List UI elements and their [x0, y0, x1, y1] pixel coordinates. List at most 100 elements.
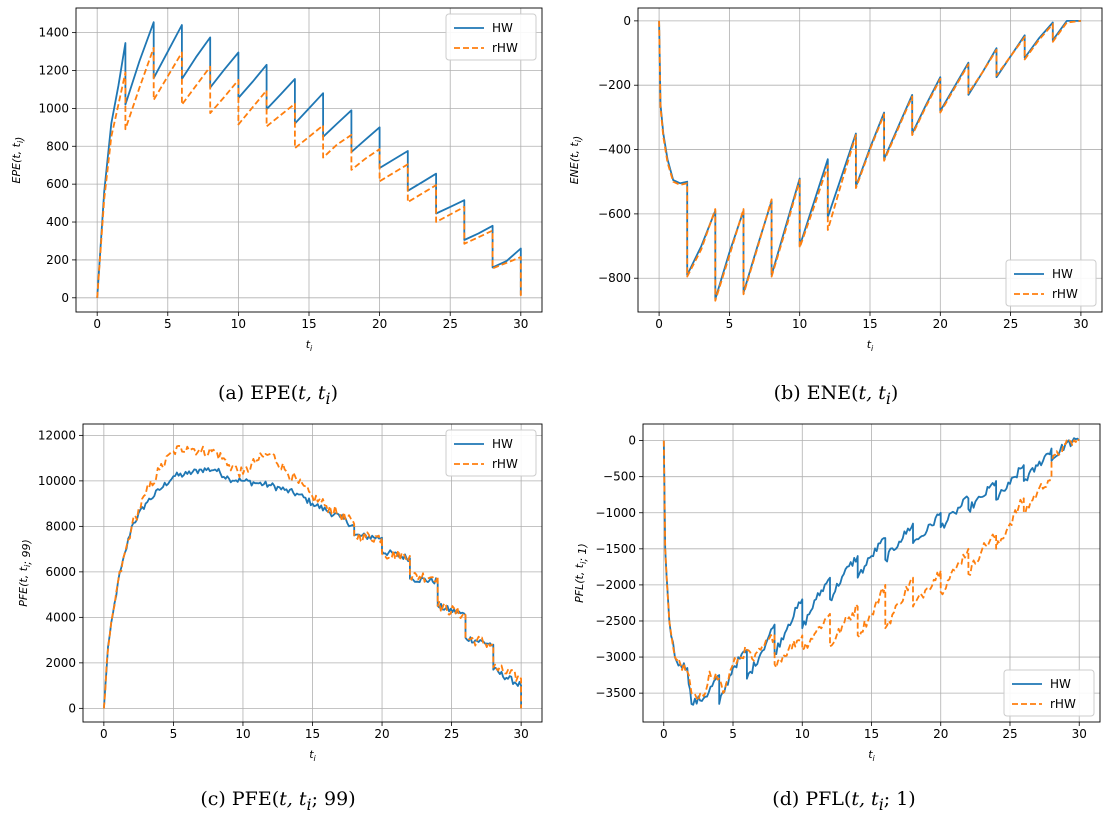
- caption-c: (c) PFE(t, ti; 99): [200, 788, 356, 814]
- y-tick-label: 1400: [38, 26, 69, 40]
- x-tick-label: 30: [513, 317, 528, 331]
- series-line-rhw: [103, 444, 522, 709]
- x-tick-label: 20: [933, 727, 948, 741]
- legend-box: [1003, 669, 1095, 717]
- legend-label-hw: HW: [1052, 267, 1073, 281]
- y-axis-label-part: PFE(t, t: [17, 566, 30, 607]
- legend-label-rhw: rHW: [492, 41, 518, 55]
- y-tick-label: 0: [61, 291, 69, 305]
- x-tick-label: 25: [443, 317, 458, 331]
- y-tick-label: −400: [598, 143, 631, 157]
- y-axis-label-subscript: i: [579, 561, 588, 564]
- y-tick-label: 0: [68, 701, 76, 715]
- y-tick-label: 0: [628, 434, 636, 448]
- y-axis-label-part: ; 99): [20, 539, 33, 565]
- x-tick-label: 0: [660, 727, 668, 741]
- caption-d: (d) PFL(t, ti; 1): [772, 788, 916, 814]
- y-axis-label-part: PFL(t, t: [573, 563, 586, 603]
- y-axis-label-part: ; 1): [576, 543, 589, 562]
- y-axis-label: PFL(t, ti; 1): [573, 543, 589, 603]
- y-axis-label-subscript: i: [23, 564, 32, 567]
- y-axis-label-part: EPE(t, t: [10, 142, 23, 183]
- x-axis-label-subscript: i: [310, 344, 313, 353]
- x-tick-label: 20: [933, 317, 948, 331]
- x-tick-label: 10: [792, 317, 807, 331]
- x-axis-label: ti: [309, 748, 316, 763]
- y-axis-label-part: ): [571, 136, 584, 141]
- y-tick-label: 2000: [45, 656, 76, 670]
- x-tick-label: 30: [1072, 727, 1087, 741]
- x-tick-label: 0: [655, 317, 663, 331]
- y-tick-label: 200: [46, 253, 69, 267]
- legend: HW rHW: [445, 429, 537, 477]
- caption-b: (b) ENE(t, ti): [773, 382, 899, 408]
- y-tick-label: 6000: [45, 565, 76, 579]
- y-tick-label: 1200: [38, 64, 69, 78]
- x-axis-label-part: t: [867, 338, 872, 351]
- y-tick-label: −2000: [595, 578, 636, 592]
- x-tick-label: 25: [1003, 317, 1018, 331]
- y-axis-label: EPE(t, ti): [10, 137, 26, 184]
- legend-label-hw: HW: [492, 437, 513, 451]
- axes-frame: [82, 423, 543, 723]
- x-axis-label-subscript: i: [314, 754, 317, 763]
- y-tick-label: −800: [598, 271, 631, 285]
- y-tick-label: 800: [46, 139, 69, 153]
- y-tick-label: 0: [623, 14, 631, 28]
- legend-label-rhw: rHW: [1050, 697, 1076, 711]
- legend: HW rHW: [1005, 259, 1097, 307]
- x-tick-label: 10: [231, 317, 246, 331]
- legend: HW rHW: [1003, 669, 1095, 717]
- y-axis-label: PFE(t, ti; 99): [17, 539, 33, 607]
- axes-frame: [75, 7, 543, 313]
- legend-box: [1005, 259, 1097, 307]
- legend-label-rhw: rHW: [492, 457, 518, 471]
- x-axis-label-part: t: [306, 338, 311, 351]
- y-tick-label: −500: [603, 470, 636, 484]
- series-line-rhw: [662, 437, 1080, 702]
- y-tick-label: 4000: [45, 610, 76, 624]
- x-tick-label: 15: [862, 317, 877, 331]
- y-axis-label-subscript: i: [16, 140, 25, 143]
- y-tick-label: −3500: [595, 686, 636, 700]
- y-tick-label: −200: [598, 78, 631, 92]
- x-tick-label: 25: [444, 727, 459, 741]
- x-axis-label: ti: [868, 748, 875, 763]
- series-line-hw: [658, 19, 1081, 301]
- legend-box: [445, 13, 537, 61]
- y-tick-label: −1500: [595, 542, 636, 556]
- caption-a: (a) EPE(t, ti): [218, 382, 338, 408]
- y-tick-label: 400: [46, 215, 69, 229]
- x-tick-label: 5: [729, 727, 737, 741]
- y-tick-label: 1000: [38, 101, 69, 115]
- chart-panel-0: 0 5 10 15 20 25 300200400600800100012001400tiE…: [10, 7, 543, 353]
- x-tick-label: 25: [1002, 727, 1017, 741]
- x-axis-label-subscript: i: [873, 754, 876, 763]
- x-tick-label: 15: [864, 727, 879, 741]
- x-tick-label: 5: [726, 317, 734, 331]
- x-tick-label: 10: [795, 727, 810, 741]
- x-tick-label: 30: [1073, 317, 1088, 331]
- axes-frame: [637, 7, 1103, 313]
- x-tick-label: 10: [235, 727, 250, 741]
- x-tick-label: 0: [93, 317, 101, 331]
- axes-frame: [642, 423, 1101, 723]
- legend-label-hw: HW: [492, 21, 513, 35]
- y-tick-label: 10000: [38, 474, 76, 488]
- y-axis-label-subscript: i: [574, 139, 583, 142]
- y-axis-label: ENE(t, ti): [568, 136, 584, 185]
- y-tick-label: −2500: [595, 614, 636, 628]
- x-axis-label-part: t: [309, 748, 314, 761]
- x-axis-label: ti: [306, 338, 313, 353]
- y-tick-label: 600: [46, 177, 69, 191]
- x-tick-label: 5: [170, 727, 178, 741]
- x-tick-label: 0: [100, 727, 108, 741]
- x-tick-label: 15: [305, 727, 320, 741]
- x-tick-label: 5: [164, 317, 172, 331]
- legend-label-rhw: rHW: [1052, 287, 1078, 301]
- y-tick-label: 12000: [38, 428, 76, 442]
- legend-label-hw: HW: [1050, 677, 1071, 691]
- legend-box: [445, 429, 537, 477]
